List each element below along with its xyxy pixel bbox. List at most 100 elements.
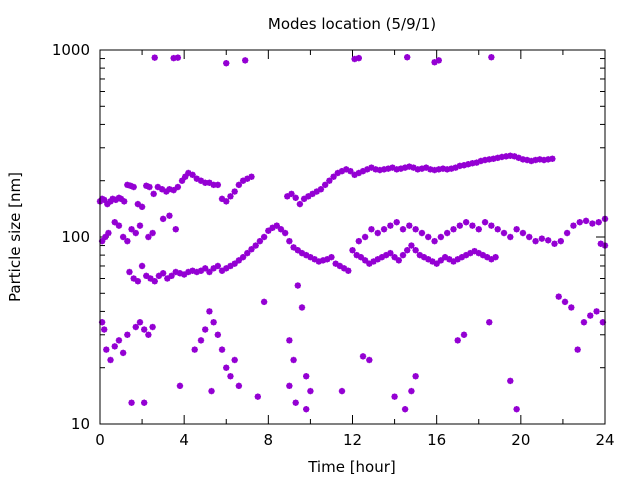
data-point bbox=[418, 229, 426, 237]
data-point bbox=[214, 262, 222, 270]
data-point bbox=[252, 242, 259, 249]
data-point bbox=[401, 164, 409, 171]
data-point bbox=[281, 229, 289, 237]
data-point bbox=[557, 237, 565, 245]
data-point bbox=[231, 188, 238, 195]
data-point bbox=[355, 54, 363, 62]
data-point bbox=[124, 331, 131, 338]
data-point bbox=[408, 387, 415, 395]
data-point bbox=[101, 326, 108, 333]
data-point bbox=[174, 183, 182, 191]
data-point bbox=[292, 399, 299, 406]
data-point bbox=[130, 275, 137, 282]
y-tick-label: 10 bbox=[71, 415, 90, 433]
data-point bbox=[443, 229, 451, 237]
data-point bbox=[435, 57, 442, 64]
data-point bbox=[288, 190, 295, 198]
data-point bbox=[580, 319, 588, 326]
data-points bbox=[96, 54, 609, 413]
chart-title: Modes location (5/9/1) bbox=[268, 15, 436, 33]
data-point bbox=[513, 226, 520, 233]
x-tick-label: 8 bbox=[264, 431, 274, 449]
data-point bbox=[145, 233, 152, 241]
data-point bbox=[149, 323, 156, 331]
data-point bbox=[241, 57, 249, 64]
data-point bbox=[124, 237, 131, 245]
data-point bbox=[393, 218, 400, 226]
x-tick-label: 16 bbox=[427, 431, 446, 449]
data-point bbox=[368, 226, 375, 233]
data-point bbox=[412, 226, 419, 233]
data-point bbox=[260, 233, 268, 241]
data-point bbox=[401, 405, 409, 413]
data-point bbox=[244, 249, 251, 257]
data-point bbox=[277, 226, 285, 233]
data-point bbox=[431, 237, 438, 245]
data-point bbox=[298, 249, 306, 257]
data-point bbox=[206, 308, 213, 315]
data-point bbox=[140, 326, 148, 333]
data-point bbox=[218, 346, 226, 353]
data-point bbox=[223, 59, 230, 67]
data-point bbox=[178, 177, 186, 184]
data-point bbox=[168, 272, 175, 280]
data-point bbox=[357, 253, 365, 261]
data-point bbox=[256, 237, 264, 245]
data-point bbox=[576, 218, 583, 226]
data-point bbox=[128, 226, 135, 233]
data-point bbox=[239, 253, 247, 261]
data-point bbox=[105, 229, 112, 237]
data-point bbox=[359, 353, 367, 360]
data-point bbox=[176, 382, 184, 390]
data-point bbox=[145, 331, 152, 338]
data-point bbox=[574, 346, 581, 353]
data-point bbox=[132, 229, 139, 237]
data-point bbox=[382, 251, 390, 259]
data-point bbox=[292, 194, 299, 202]
data-point bbox=[260, 298, 268, 306]
data-point bbox=[486, 319, 493, 326]
data-point bbox=[151, 278, 158, 285]
data-point bbox=[469, 222, 476, 229]
data-point bbox=[349, 246, 356, 254]
data-point bbox=[254, 393, 262, 400]
data-point bbox=[130, 183, 137, 191]
data-point bbox=[391, 393, 398, 400]
data-point bbox=[140, 399, 148, 406]
data-point bbox=[191, 346, 198, 353]
data-point bbox=[128, 399, 135, 406]
data-point bbox=[507, 377, 514, 385]
y-tick-label: 100 bbox=[61, 228, 90, 246]
data-point bbox=[149, 229, 156, 237]
data-point bbox=[408, 242, 415, 249]
data-point bbox=[374, 256, 381, 263]
data-point bbox=[235, 181, 243, 189]
data-point bbox=[475, 226, 482, 233]
data-point bbox=[454, 337, 461, 344]
data-point bbox=[132, 323, 139, 331]
data-point bbox=[208, 387, 215, 395]
data-point bbox=[549, 155, 556, 162]
data-point bbox=[412, 246, 419, 254]
y-tick-label: 1000 bbox=[52, 41, 90, 59]
data-point bbox=[111, 343, 118, 350]
data-point bbox=[119, 349, 127, 357]
data-point bbox=[307, 387, 314, 395]
data-point bbox=[387, 249, 394, 257]
data-point bbox=[227, 373, 234, 380]
data-point bbox=[338, 387, 346, 395]
data-point bbox=[599, 319, 607, 326]
data-point bbox=[202, 265, 209, 272]
data-point bbox=[126, 268, 133, 276]
data-point bbox=[286, 382, 293, 390]
data-point bbox=[286, 237, 293, 245]
data-point bbox=[210, 319, 217, 326]
data-point bbox=[223, 364, 230, 371]
data-point bbox=[340, 265, 348, 272]
data-point bbox=[593, 308, 600, 315]
data-point bbox=[507, 233, 514, 241]
data-point bbox=[290, 356, 297, 364]
data-point bbox=[492, 253, 499, 261]
data-point bbox=[286, 337, 293, 344]
data-point bbox=[197, 337, 205, 344]
